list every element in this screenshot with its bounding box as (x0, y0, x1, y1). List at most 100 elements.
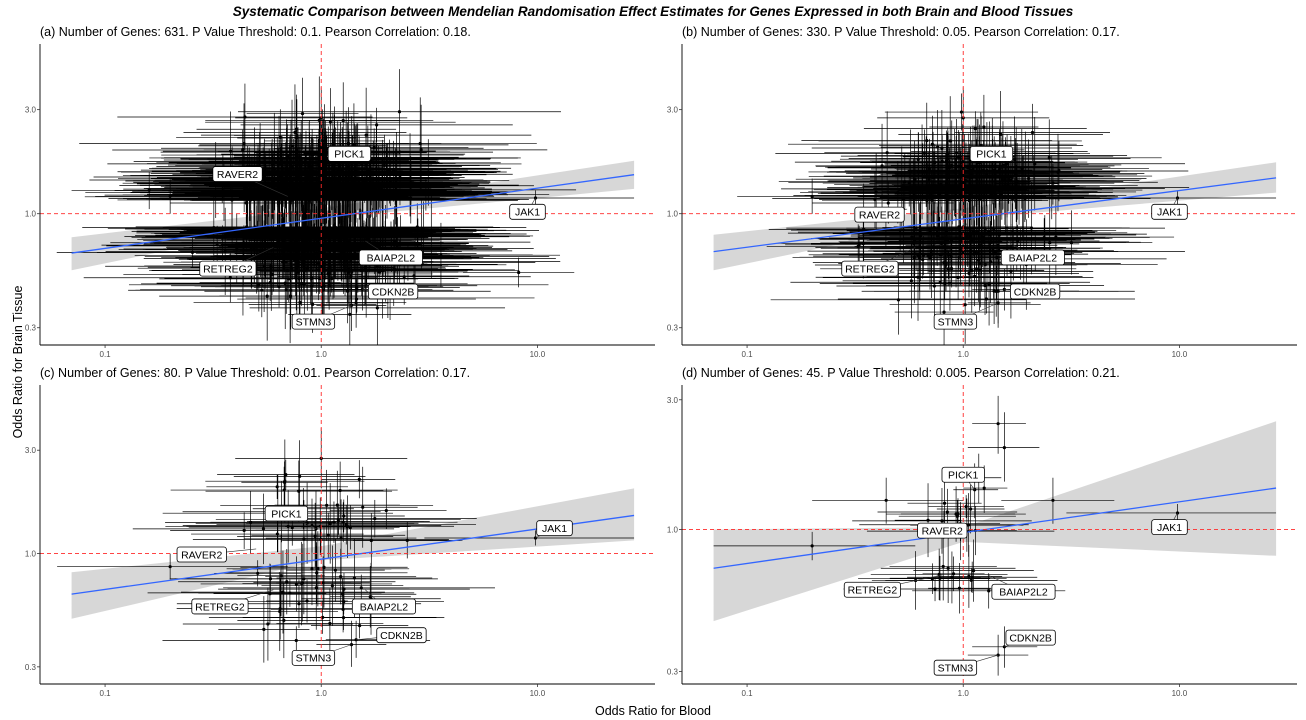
gene-point (382, 163, 386, 168)
gene-point (384, 167, 388, 171)
gene-point (950, 163, 954, 168)
gene-point (359, 586, 363, 590)
gene-point (969, 507, 973, 511)
gene-point (937, 191, 941, 196)
gene-point (950, 575, 954, 580)
gene-point (168, 194, 172, 199)
gene-label-text: CDKN2B (380, 630, 423, 642)
gene-point (884, 498, 888, 502)
confidence-band (713, 421, 1277, 622)
gene-point (265, 294, 269, 298)
gene-point (328, 621, 332, 626)
gene-point (964, 504, 968, 509)
plot-area (40, 385, 655, 684)
gene-label-box (991, 583, 1056, 600)
gene-point (284, 260, 288, 264)
gene-point (262, 627, 266, 631)
y-tick-label: 1.0 (667, 210, 679, 219)
x-tick-label: 1.0 (958, 350, 970, 359)
gene-point (987, 589, 991, 593)
gene-label-text: JAK1 (542, 523, 567, 535)
regression-line (713, 177, 1277, 253)
gene-point (302, 256, 306, 261)
gene-point (212, 225, 216, 230)
gene-label-box (843, 581, 901, 598)
gene-label-text: BAIAP2L2 (999, 587, 1048, 599)
gene-point (215, 243, 219, 247)
gene-label-text: RAVER2 (181, 549, 222, 561)
gene-point (368, 595, 372, 599)
figure-title: Systematic Comparison between Mendelian … (232, 4, 1074, 19)
gene-point (300, 581, 304, 585)
gene-point (332, 244, 336, 248)
gene-label-text: RETREG2 (195, 601, 245, 613)
x-tick-label: 0.1 (742, 350, 754, 359)
gene-point (256, 571, 260, 575)
gene-label-box (199, 260, 257, 277)
gene-label-box (933, 659, 978, 676)
y-tick-label: 3.0 (25, 106, 37, 115)
gene-label-box (191, 598, 249, 615)
gene-point (289, 288, 293, 292)
gene-point (997, 233, 1001, 237)
panel-c: PICK1 RAVER2 JAK1 RETREG2 BAIAP2L2 CDKN2B STMN… (25, 385, 655, 698)
gene-label-box (264, 505, 309, 522)
gene-point (1051, 181, 1055, 185)
gene-label-text: RAVER2 (859, 209, 900, 221)
x-tick-label: 10.0 (530, 689, 546, 698)
gene-label-box (376, 627, 427, 644)
gene-point (1030, 130, 1035, 135)
gene-point (946, 152, 950, 156)
gene-label-text: BAIAP2L2 (1009, 252, 1058, 264)
gene-label-text: JAK1 (1157, 522, 1182, 534)
x-tick-label: 1.0 (316, 350, 328, 359)
gene-point (270, 272, 274, 276)
gene-point (409, 181, 413, 185)
gene-point (339, 574, 343, 579)
gene-point (996, 422, 1000, 426)
gene-label-text: JAK1 (515, 207, 540, 219)
x-tick-label: 10.0 (530, 350, 546, 359)
gene-point (397, 110, 402, 114)
gene-point (328, 521, 332, 525)
gene-point (230, 198, 234, 202)
gene-label-text: PICK1 (271, 508, 302, 520)
gene-point (1003, 184, 1007, 188)
gene-point (281, 590, 285, 594)
panel-a: PICK1 RAVER2 JAK1 RETREG2 BAIAP2L2 CDKN2B STMN… (25, 44, 655, 359)
gene-point (361, 505, 365, 509)
gene-point (313, 534, 317, 538)
gene-label-box (176, 546, 227, 563)
gene-point (305, 174, 310, 178)
gene-point (341, 616, 346, 620)
x-axis-label: Odds Ratio for Blood (594, 704, 712, 718)
panel-b: PICK1 RAVER2 JAK1 RETREG2 BAIAP2L2 CDKN2B STMN… (667, 44, 1297, 359)
gene-point (988, 189, 992, 194)
gene-point (810, 194, 814, 199)
gene-point (348, 312, 352, 316)
gene-point (295, 267, 299, 272)
panel-d-title: (d) Number of Genes: 45. P Value Thresho… (682, 366, 1120, 380)
gene-point (357, 477, 361, 481)
gene-point (974, 229, 979, 233)
gene-point (349, 259, 353, 263)
gene-point (926, 194, 930, 198)
gene-point (305, 599, 309, 603)
y-tick-label: 0.3 (25, 324, 37, 333)
gene-point (963, 231, 967, 236)
gene-point (926, 518, 930, 522)
panel-c-title: (c) Number of Genes: 80. P Value Thresho… (40, 366, 471, 380)
gene-point (317, 178, 321, 182)
gene-point (908, 170, 912, 174)
gene-point (364, 133, 368, 137)
gene-label-box (509, 203, 546, 220)
gene-point (242, 156, 246, 160)
y-tick-label: 0.3 (25, 663, 37, 672)
gene-point (354, 301, 358, 305)
gene-label-box (351, 598, 416, 615)
gene-point (874, 190, 878, 194)
y-tick-label: 0.3 (667, 668, 679, 677)
gene-point (857, 243, 861, 247)
gene-label-text: CDKN2B (372, 286, 415, 298)
gene-point (275, 485, 279, 489)
